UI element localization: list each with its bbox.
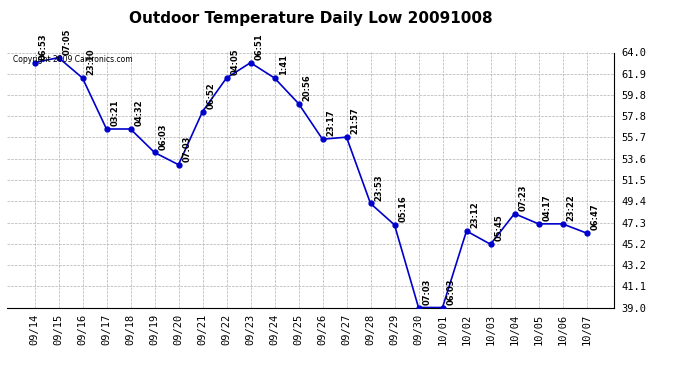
Text: 05:45: 05:45	[495, 215, 504, 242]
Text: 06:51: 06:51	[255, 33, 264, 60]
Text: 07:23: 07:23	[519, 184, 528, 211]
Text: 23:53: 23:53	[375, 174, 384, 201]
Text: 07:05: 07:05	[63, 28, 72, 55]
Text: 20:56: 20:56	[303, 74, 312, 101]
Text: 04:17: 04:17	[542, 195, 552, 221]
Text: 23:10: 23:10	[87, 49, 96, 75]
Text: 23:12: 23:12	[471, 201, 480, 228]
Text: 06:52: 06:52	[207, 82, 216, 109]
Text: 06:47: 06:47	[591, 204, 600, 230]
Text: Outdoor Temperature Daily Low 20091008: Outdoor Temperature Daily Low 20091008	[129, 11, 492, 26]
Text: 04:05: 04:05	[230, 49, 239, 75]
Text: 05:16: 05:16	[399, 195, 408, 222]
Text: 03:21: 03:21	[110, 100, 119, 126]
Text: 21:57: 21:57	[351, 108, 359, 134]
Text: 1:41: 1:41	[279, 54, 288, 75]
Text: 23:17: 23:17	[326, 110, 335, 136]
Text: 06:03: 06:03	[446, 278, 455, 305]
Text: 06:53: 06:53	[39, 33, 48, 60]
Text: 06:03: 06:03	[159, 123, 168, 150]
Text: 07:03: 07:03	[423, 278, 432, 305]
Text: 04:32: 04:32	[135, 100, 144, 126]
Text: 07:03: 07:03	[183, 135, 192, 162]
Text: Copyright 2009 Cartronics.com: Copyright 2009 Cartronics.com	[13, 55, 132, 64]
Text: 23:22: 23:22	[566, 194, 575, 221]
